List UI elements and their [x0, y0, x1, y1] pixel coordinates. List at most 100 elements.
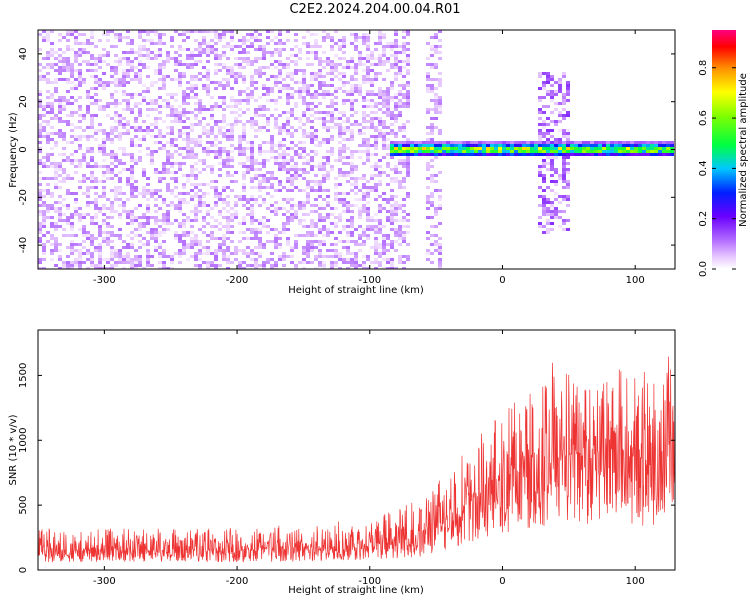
spectrogram-cell [310, 156, 314, 159]
spectrogram-cell [418, 150, 422, 153]
spectrogram-cell [254, 60, 258, 63]
spectrogram-cell [278, 69, 282, 72]
spectrogram-cell [382, 225, 386, 228]
spectrogram-cell [326, 171, 330, 174]
spectrogram-cell [138, 129, 142, 132]
spectrogram-cell [394, 66, 398, 69]
spectrogram-cell [366, 153, 370, 156]
spectrogram-cell [546, 72, 550, 75]
spectrogram-cell [274, 102, 278, 105]
spectrogram-cell [302, 219, 306, 222]
spectrogram-cell [90, 114, 94, 117]
spectrogram-cell [42, 129, 46, 132]
spectrogram-cell [66, 255, 70, 258]
spectrogram-cell [398, 207, 402, 210]
spectrogram-cell [366, 216, 370, 219]
spectrogram-cell [310, 72, 314, 75]
spectrogram-cell [146, 102, 150, 105]
spectrogram-cell [262, 114, 266, 117]
spectrogram-cell [338, 39, 342, 42]
spectrogram-cell [246, 96, 250, 99]
spectrogram-cell [238, 231, 242, 234]
spectrogram-cell [398, 162, 402, 165]
spectrogram-cell [642, 153, 646, 156]
spectrogram-cell [482, 153, 486, 156]
spectrogram-cell [306, 105, 310, 108]
spectrogram-cell [366, 60, 370, 63]
spectrogram-cell [366, 81, 370, 84]
spectrogram-cell [182, 93, 186, 96]
spectrogram-cell [322, 30, 326, 33]
spectrogram-cell [230, 87, 234, 90]
spectrogram-cell [430, 225, 434, 228]
spectrogram-cell [398, 45, 402, 48]
spectrogram-cell [274, 159, 278, 162]
spectrogram-cell [50, 108, 54, 111]
spectrogram-cell [306, 51, 310, 54]
spectrogram-cell [362, 210, 366, 213]
spectrogram-cell [70, 153, 74, 156]
spectrogram-cell [570, 153, 574, 156]
spectrogram-cell [198, 201, 202, 204]
spectrogram-cell [282, 153, 286, 156]
spectrogram-cell [114, 249, 118, 252]
spectrogram-cell [214, 138, 218, 141]
spectrogram-cell [618, 141, 622, 144]
spectrogram-cell [270, 75, 274, 78]
spectrogram-cell [178, 135, 182, 138]
spectrogram-cell [454, 147, 458, 150]
spectrogram-cell [342, 246, 346, 249]
spectrogram-cell [586, 144, 590, 147]
spectrogram-cell [242, 237, 246, 240]
spectrogram-cell [190, 219, 194, 222]
spectrogram-cell [366, 255, 370, 258]
spectrogram-cell [390, 129, 394, 132]
spectrogram-cell [422, 153, 426, 156]
spectrogram-cell [306, 246, 310, 249]
spectrogram-cell [390, 189, 394, 192]
spectrogram-cell [382, 63, 386, 66]
spectrogram-cell [354, 87, 358, 90]
spectrogram-cell [390, 261, 394, 264]
colorbar-tick-label: 0.4 [698, 160, 709, 176]
spectrogram-cell [266, 225, 270, 228]
spectrogram-cell [234, 117, 238, 120]
spectrogram-cell [94, 129, 98, 132]
spectrogram-cell [118, 177, 122, 180]
spectrogram-cell [214, 156, 218, 159]
spectrogram-cell [218, 243, 222, 246]
spectrogram-cell [238, 39, 242, 42]
spectrogram-cell [370, 111, 374, 114]
spectrogram-cell [322, 111, 326, 114]
spectrogram-cell [110, 117, 114, 120]
spectrogram-cell [530, 141, 534, 144]
spectrogram-cell [394, 180, 398, 183]
spectrogram-cell [314, 204, 318, 207]
spectrogram-cell [402, 255, 406, 258]
spectrogram-cell [254, 246, 258, 249]
spectrogram-cell [106, 54, 110, 57]
spectrogram-cell [302, 132, 306, 135]
spectrogram-cell [334, 264, 338, 267]
spectrogram-cell [210, 234, 214, 237]
spectrogram-cell [170, 153, 174, 156]
spectrogram-cell [370, 189, 374, 192]
spectrogram-cell [538, 96, 542, 99]
spectrogram-cell [366, 213, 370, 216]
spectrogram-cell [90, 177, 94, 180]
spectrogram-cell [258, 147, 262, 150]
spectrogram-cell [118, 84, 122, 87]
spectrogram-cell [350, 234, 354, 237]
spectrogram-cell [338, 231, 342, 234]
spectrogram-cell [54, 243, 58, 246]
spectrogram-cell [398, 111, 402, 114]
spectrogram-cell [130, 183, 134, 186]
spectrogram-cell [118, 192, 122, 195]
spectrogram-cell [210, 126, 214, 129]
spectrogram-cell [258, 219, 262, 222]
spectrogram-cell [310, 132, 314, 135]
spectrogram-cell [294, 69, 298, 72]
spectrogram-cell [550, 162, 554, 165]
spectrogram-cell [110, 150, 114, 153]
spectrogram-cell [546, 129, 550, 132]
